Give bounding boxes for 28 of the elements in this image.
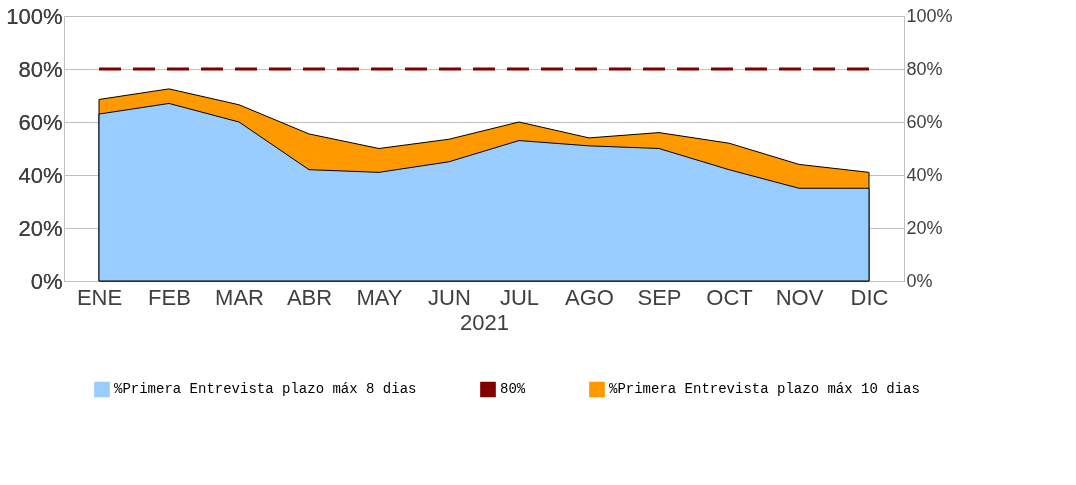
x-tick-label: ABR: [286, 284, 333, 310]
y2-tick-label: 60%: [906, 111, 943, 132]
y-tick-label: 80%: [18, 56, 63, 82]
y-tick-label: 100%: [6, 3, 63, 29]
y2-tick-label: 100%: [906, 5, 953, 26]
y2-tick-label: 40%: [906, 164, 943, 185]
y-tick-label: 0%: [30, 268, 63, 294]
y2-tick-label: 80%: [906, 58, 943, 79]
y2-tick-label: 20%: [906, 217, 943, 238]
x-axis-title: 2021: [460, 309, 509, 335]
legend-label: 80%: [500, 381, 526, 398]
x-tick-label: JUN: [428, 284, 471, 310]
y2-tick-label: 0%: [906, 270, 933, 291]
x-tick-label: OCT: [706, 284, 753, 310]
x-tick-label: FEB: [148, 284, 191, 310]
x-tick-label: NOV: [775, 284, 824, 310]
x-tick-label: ENE: [76, 284, 123, 310]
x-tick-label: AGO: [565, 284, 614, 310]
y-tick-label: 20%: [18, 215, 63, 241]
legend-label: %Primera Entrevista plazo máx 8 dias: [114, 381, 417, 398]
x-tick-label: MAY: [356, 284, 403, 310]
x-tick-label: SEP: [637, 284, 682, 310]
x-tick-label: JUL: [499, 284, 540, 310]
x-tick-label: MAR: [215, 284, 264, 310]
y-tick-label: 40%: [18, 162, 63, 188]
legend-label: %Primera Entrevista plazo máx 10 dias: [609, 381, 920, 398]
x-tick-label: DIC: [850, 284, 889, 310]
y-tick-label: 60%: [18, 109, 63, 135]
